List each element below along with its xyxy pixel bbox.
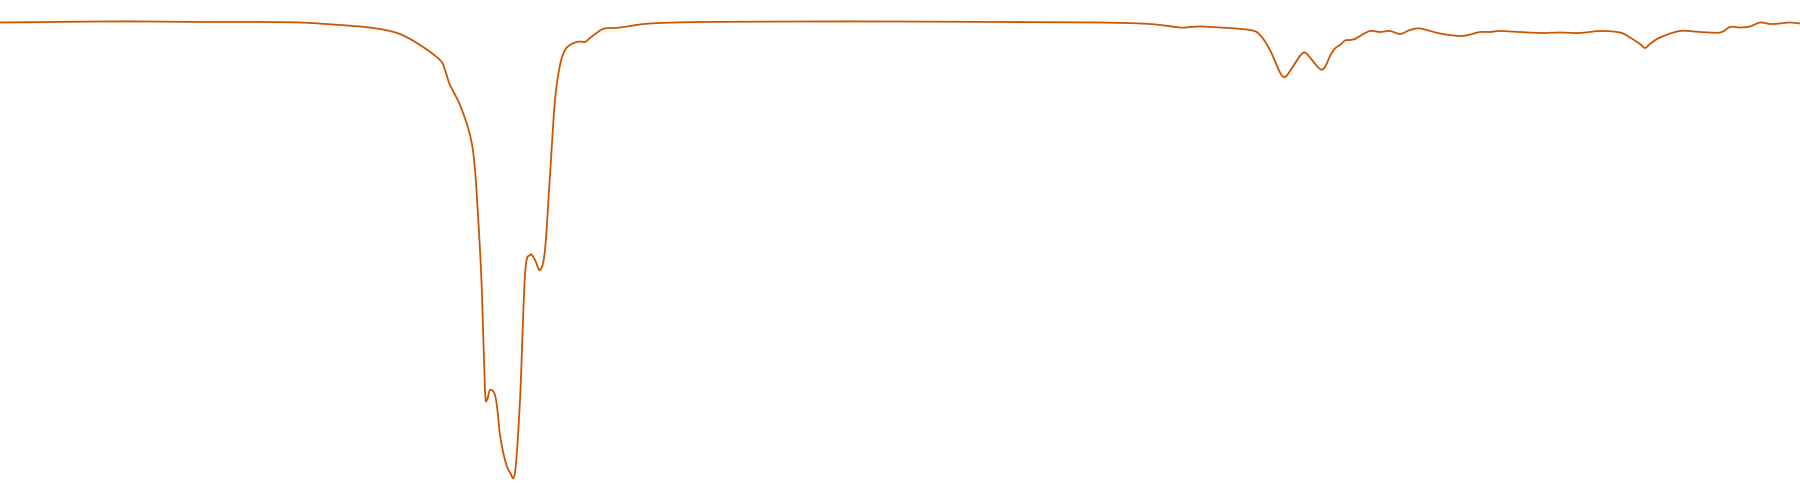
series-line-0 xyxy=(0,20,1800,480)
series-layer xyxy=(0,20,1800,480)
